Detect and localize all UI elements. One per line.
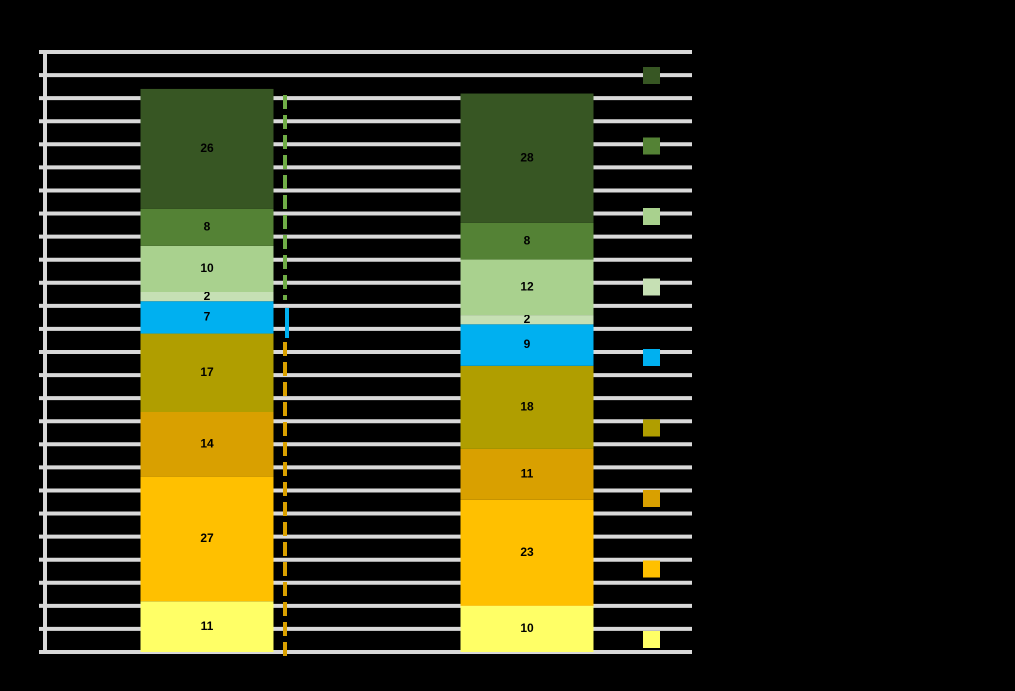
data-label: 2	[204, 289, 211, 303]
legend-swatch	[643, 67, 660, 84]
bar-segment	[460, 365, 594, 449]
legend-swatch	[643, 560, 660, 578]
legend-swatch	[643, 490, 660, 507]
bar-segment	[140, 333, 274, 412]
legend-swatch	[643, 137, 660, 155]
data-label: 10	[520, 621, 534, 635]
bar-segment	[140, 88, 274, 209]
data-label: 27	[200, 531, 214, 545]
data-label: 23	[520, 545, 534, 559]
legend-swatch	[643, 631, 660, 648]
bar-segment	[460, 259, 594, 316]
data-label: 28	[520, 150, 534, 164]
bar-segment	[460, 499, 594, 606]
data-label: 11	[201, 619, 214, 633]
data-label: 8	[204, 220, 211, 234]
bar-segment	[140, 245, 274, 292]
data-label: 10	[200, 261, 214, 275]
data-label: 11	[521, 466, 534, 480]
legend-swatch	[643, 278, 660, 296]
bar-segment	[460, 222, 594, 260]
bar-segment	[140, 208, 274, 246]
data-label: 2	[524, 312, 531, 326]
bar-segment	[140, 412, 274, 477]
data-label: 14	[200, 436, 214, 450]
legend-swatch	[643, 419, 660, 437]
data-label: 12	[520, 280, 534, 294]
bar-segment	[460, 605, 594, 652]
bar-segment	[460, 93, 594, 223]
data-label: 9	[524, 337, 531, 351]
bar-segment	[460, 315, 594, 325]
data-label: 17	[200, 365, 214, 379]
marks: 11 27 14 17 7 2 10 8 26 10 23 11 18 9 2 12 8 28	[140, 67, 660, 652]
bar-segment	[140, 476, 274, 602]
bar-segment	[460, 448, 594, 500]
legend-swatch	[643, 208, 660, 225]
data-label: 18	[520, 400, 534, 414]
bar-segment	[140, 301, 274, 334]
data-label: 7	[204, 310, 211, 324]
data-label: 8	[524, 233, 531, 247]
data-label: 26	[200, 141, 214, 155]
bar-segment	[140, 292, 274, 302]
bar-segment	[460, 324, 594, 366]
legend-swatch	[643, 349, 660, 366]
bar-segment	[140, 601, 274, 652]
